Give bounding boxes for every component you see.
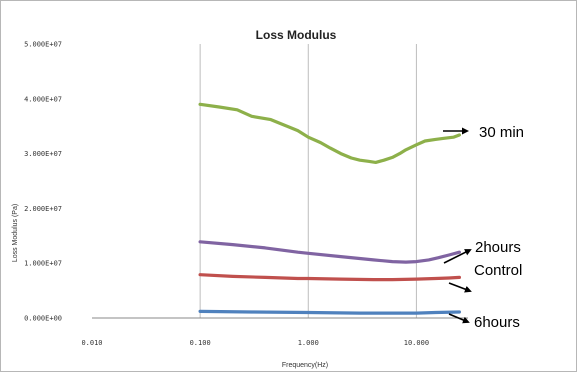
x-tick-label: 0.010 bbox=[81, 339, 102, 347]
y-tick-label: 0.000E+00 bbox=[24, 315, 62, 323]
y-tick-label: 4.000E+07 bbox=[24, 95, 62, 103]
y-tick-label: 2.000E+07 bbox=[24, 205, 62, 213]
annotation-label-control: Control bbox=[474, 262, 522, 279]
y-tick-label: 1.000E+07 bbox=[24, 260, 62, 268]
y-axis-title: Loss Modulus (Pa) bbox=[12, 204, 19, 262]
x-tick-label: 10.000 bbox=[404, 339, 429, 347]
y-tick-label: 5.000E+07 bbox=[24, 41, 62, 49]
x-tick-label: 0.100 bbox=[190, 339, 211, 347]
y-tick-label: 3.000E+07 bbox=[24, 150, 62, 158]
x-axis-title: Frequency(Hz) bbox=[282, 362, 328, 369]
annotation-label-2hours: 2hours bbox=[475, 239, 521, 256]
x-tick-label: 1.000 bbox=[298, 339, 319, 347]
annotation-label-6hours: 6hours bbox=[474, 314, 520, 331]
chart-title: Loss Modulus bbox=[256, 28, 337, 42]
series-line-4 bbox=[200, 311, 459, 313]
annotation-label-30-min: 30 min bbox=[479, 124, 524, 141]
